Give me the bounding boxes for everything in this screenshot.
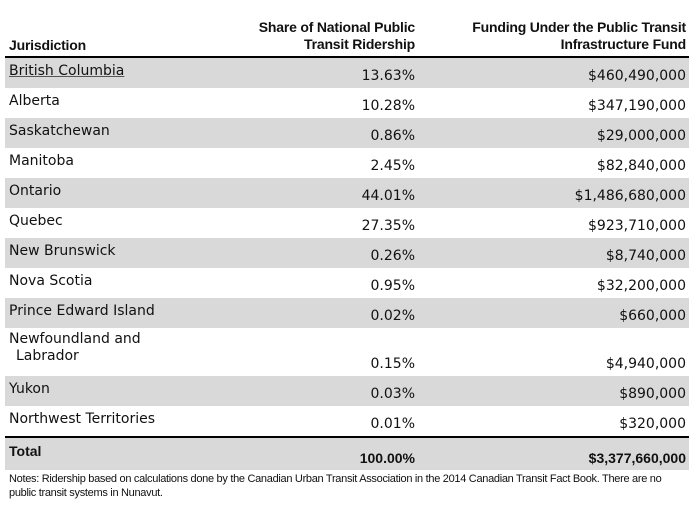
header-funding-line2: Infrastructure Fund (560, 36, 687, 52)
jurisdiction-cell: Ontario (9, 183, 62, 199)
total-label: Total (9, 443, 42, 459)
funding-cell: $29,000,000 (596, 128, 686, 144)
jurisdiction-cell[interactable]: British Columbia (9, 63, 125, 79)
table-row: Nova Scotia 0.95% $32,200,000 (5, 268, 689, 298)
header-share: Share of National Public Transit Ridersh… (215, 19, 415, 53)
share-cell: 44.01% (361, 188, 415, 204)
share-cell: 0.03% (370, 386, 415, 402)
table-row: Ontario 44.01% $1,486,680,000 (5, 178, 689, 208)
funding-cell: $660,000 (619, 308, 686, 324)
jurisdiction-cell: Newfoundland and Labrador (9, 331, 141, 365)
share-cell: 10.28% (361, 98, 415, 114)
share-cell: 0.86% (370, 128, 415, 144)
funding-cell: $32,200,000 (596, 278, 686, 294)
funding-cell: $890,000 (619, 386, 686, 402)
table-header: Jurisdiction Share of National Public Tr… (5, 14, 689, 58)
table-row: Manitoba 2.45% $82,840,000 (5, 148, 689, 178)
table-row: Prince Edward Island 0.02% $660,000 (5, 298, 689, 328)
share-cell: 13.63% (361, 68, 415, 84)
jurisdiction-line2: Labrador (16, 348, 79, 364)
jurisdiction-cell: Saskatchewan (9, 123, 110, 139)
table-row: British Columbia 13.63% $460,490,000 (5, 58, 689, 88)
jurisdiction-cell: Nova Scotia (9, 273, 93, 289)
share-cell: 0.26% (370, 248, 415, 264)
table-row: Yukon 0.03% $890,000 (5, 376, 689, 406)
jurisdiction-line1: Newfoundland and (9, 331, 141, 347)
jurisdiction-cell: Yukon (9, 381, 50, 397)
jurisdiction-cell: Quebec (9, 213, 63, 229)
share-cell: 0.15% (370, 356, 415, 372)
funding-cell: $82,840,000 (596, 158, 686, 174)
jurisdiction-cell: Prince Edward Island (9, 303, 155, 319)
share-cell: 0.02% (370, 308, 415, 324)
funding-table: Jurisdiction Share of National Public Tr… (5, 14, 689, 470)
total-funding: $3,377,660,000 (588, 450, 686, 466)
header-share-line1: Share of National Public (258, 19, 415, 35)
share-cell: 0.95% (370, 278, 415, 294)
funding-cell: $923,710,000 (588, 218, 686, 234)
funding-cell: $347,190,000 (588, 98, 686, 114)
table-row: Saskatchewan 0.86% $29,000,000 (5, 118, 689, 148)
table-row: Quebec 27.35% $923,710,000 (5, 208, 689, 238)
header-jurisdiction: Jurisdiction (9, 37, 86, 53)
jurisdiction-cell: Northwest Territories (9, 411, 156, 427)
share-cell: 2.45% (370, 158, 415, 174)
jurisdiction-cell: New Brunswick (9, 243, 116, 259)
funding-cell: $320,000 (619, 416, 686, 432)
funding-cell: $460,490,000 (588, 68, 686, 84)
table-notes: Notes: Ridership based on calculations d… (9, 473, 662, 499)
funding-cell: $8,740,000 (605, 248, 686, 264)
table-row: Newfoundland and Labrador 0.15% $4,940,0… (5, 328, 689, 376)
share-cell: 0.01% (370, 416, 415, 432)
share-cell: 27.35% (361, 218, 415, 234)
funding-cell: $4,940,000 (605, 356, 686, 372)
header-share-line2: Transit Ridership (304, 36, 415, 52)
funding-cell: $1,486,680,000 (574, 188, 686, 204)
table-row: New Brunswick 0.26% $8,740,000 (5, 238, 689, 268)
table-row: Alberta 10.28% $347,190,000 (5, 88, 689, 118)
header-funding: Funding Under the Public Transit Infrast… (426, 19, 686, 53)
total-share: 100.00% (359, 450, 415, 466)
jurisdiction-cell: Alberta (9, 93, 60, 109)
header-funding-line1: Funding Under the Public Transit (472, 19, 686, 35)
jurisdiction-cell: Manitoba (9, 153, 74, 169)
total-row: Total 100.00% $3,377,660,000 (5, 436, 689, 470)
table-row: Northwest Territories 0.01% $320,000 (5, 406, 689, 436)
